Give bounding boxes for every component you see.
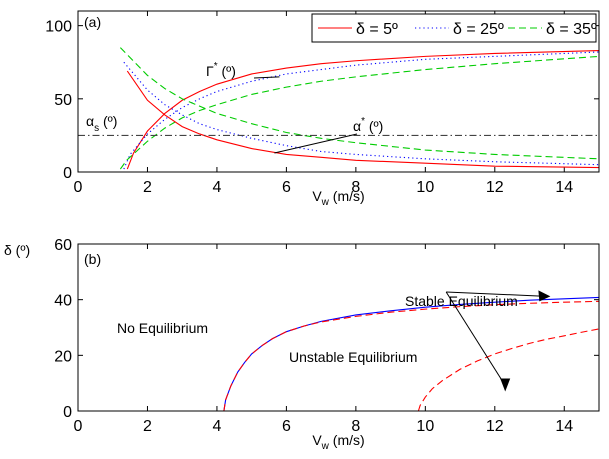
panel-a-x-tick-label: 4 bbox=[212, 179, 221, 196]
panel-b-x-tick-label: 2 bbox=[143, 418, 152, 435]
annotation-alpha-star: α* (º) bbox=[353, 116, 383, 134]
panel-b-series bbox=[223, 296, 600, 412]
panel-a-x-tick-label: 10 bbox=[416, 179, 434, 196]
annotation-alphas-sub: s bbox=[94, 123, 99, 134]
panel-b-x-tick-label: 0 bbox=[74, 418, 83, 435]
panel-a-x-tick-label: 14 bbox=[555, 179, 573, 196]
annotation-alpha-tail: (º) bbox=[365, 118, 383, 134]
panel-b-frame bbox=[77, 243, 600, 412]
annotation-alphas-tail: (º) bbox=[99, 113, 117, 129]
panel-b-y-axis-title: δ (º) bbox=[4, 242, 30, 258]
panel-a-series-alpha-delta5 bbox=[126, 70, 600, 169]
panel-a-x-tick-label: 12 bbox=[486, 179, 504, 196]
annotation-gamma-tail: (º) bbox=[218, 63, 236, 79]
arrow-to-unstable-shaft bbox=[445, 291, 506, 386]
panel-a-x-tick-label: 2 bbox=[143, 179, 152, 196]
panel-b-y-tick-label: 0 bbox=[63, 404, 72, 421]
panel-b-arrows bbox=[445, 290, 551, 392]
annotation-stable-equilibrium: Stable Equilibrium bbox=[405, 293, 518, 309]
panel-a-label: (a) bbox=[84, 14, 101, 30]
panel-b-label: (b) bbox=[84, 251, 101, 267]
legend-label-delta35: δ = 35º bbox=[546, 21, 597, 38]
panel-b-x-axis-title: Vw (m/s) bbox=[312, 432, 364, 452]
panel-a-y-tick-label: 0 bbox=[63, 165, 72, 182]
annotation-alpha-s: αs (º) bbox=[86, 113, 117, 134]
panel-b: 0 2 4 6 8 10 12 14 0 20 40 60 (b) δ (º) No Equilibr… bbox=[4, 237, 600, 452]
panel-b-x-tick-label: 10 bbox=[416, 418, 434, 435]
panel-a-x-tick-label: 6 bbox=[282, 179, 291, 196]
arrow-to-stable-head bbox=[538, 290, 551, 302]
panel-b-xlabel-unit: (m/s) bbox=[329, 432, 365, 448]
panel-b-x-tick-label: 4 bbox=[212, 418, 221, 435]
panel-b-y-tick-label: 20 bbox=[54, 348, 72, 365]
legend: δ = 5º δ = 25º δ = 35º bbox=[311, 13, 597, 43]
panel-a-x-axis-title: Vw (m/s) bbox=[312, 188, 364, 208]
panel-b-ticks: 0 2 4 6 8 10 12 14 0 20 40 60 bbox=[54, 237, 599, 435]
panel-b-x-tick-label: 12 bbox=[486, 418, 504, 435]
annotation-gamma-base: Γ bbox=[206, 63, 214, 79]
annotation-unstable-equilibrium: Unstable Equilibrium bbox=[289, 349, 417, 365]
panel-a-xlabel-unit: (m/s) bbox=[329, 188, 365, 204]
panel-b-series-unstable-2 bbox=[417, 328, 600, 412]
panel-a-series-gamma-delta25 bbox=[123, 51, 600, 170]
panel-a-series-alpha-delta35 bbox=[119, 47, 600, 160]
panel-a-series-gamma-delta5 bbox=[126, 49, 600, 170]
legend-label-delta25: δ = 25º bbox=[453, 21, 504, 38]
annotation-alpha-base: α bbox=[353, 118, 361, 134]
panel-a-xlabel-sub: w bbox=[321, 197, 330, 208]
annotation-gamma-sup: * bbox=[214, 61, 218, 72]
annotation-gamma-leader bbox=[253, 76, 280, 79]
panel-b-xlabel-sub: w bbox=[321, 441, 330, 452]
arrow-to-stable-shaft bbox=[446, 291, 547, 297]
panel-b-x-tick-label: 14 bbox=[555, 418, 573, 435]
panel-a-series bbox=[78, 47, 600, 170]
annotation-alpha-leader bbox=[274, 133, 358, 154]
panel-a-series-alpha-delta25 bbox=[123, 61, 600, 166]
arrow-to-unstable-head bbox=[500, 378, 511, 392]
panel-b-y-tick-label: 40 bbox=[54, 293, 72, 310]
panel-b-y-tick-label: 60 bbox=[54, 237, 72, 254]
panel-b-xlabel-base: V bbox=[312, 432, 322, 448]
annotation-alpha-sup: * bbox=[361, 116, 365, 127]
panel-b-x-tick-label: 8 bbox=[351, 418, 360, 435]
legend-label-delta5: δ = 5º bbox=[356, 21, 398, 38]
annotation-gamma-star: Γ* (º) bbox=[206, 61, 236, 79]
panel-a-y-tick-label: 100 bbox=[45, 19, 72, 36]
panel-a-x-tick-label: 8 bbox=[351, 179, 360, 196]
panel-a-y-tick-label: 50 bbox=[54, 92, 72, 109]
panel-a-frame bbox=[77, 10, 600, 173]
annotation-alphas-base: α bbox=[86, 113, 94, 129]
panel-a-xlabel-base: V bbox=[312, 188, 322, 204]
panel-a-x-tick-label: 0 bbox=[74, 179, 83, 196]
panel-b-series-unstable-1 bbox=[223, 300, 600, 412]
panel-a: 0 2 4 6 8 10 12 14 0 50 100 (a) δ = 5º δ = 25º δ =… bbox=[45, 10, 600, 208]
legend-box bbox=[311, 13, 597, 43]
panel-b-x-tick-label: 6 bbox=[282, 418, 291, 435]
panel-a-series-gamma-delta35 bbox=[119, 55, 600, 170]
annotation-no-equilibrium: No Equilibrium bbox=[117, 320, 208, 336]
